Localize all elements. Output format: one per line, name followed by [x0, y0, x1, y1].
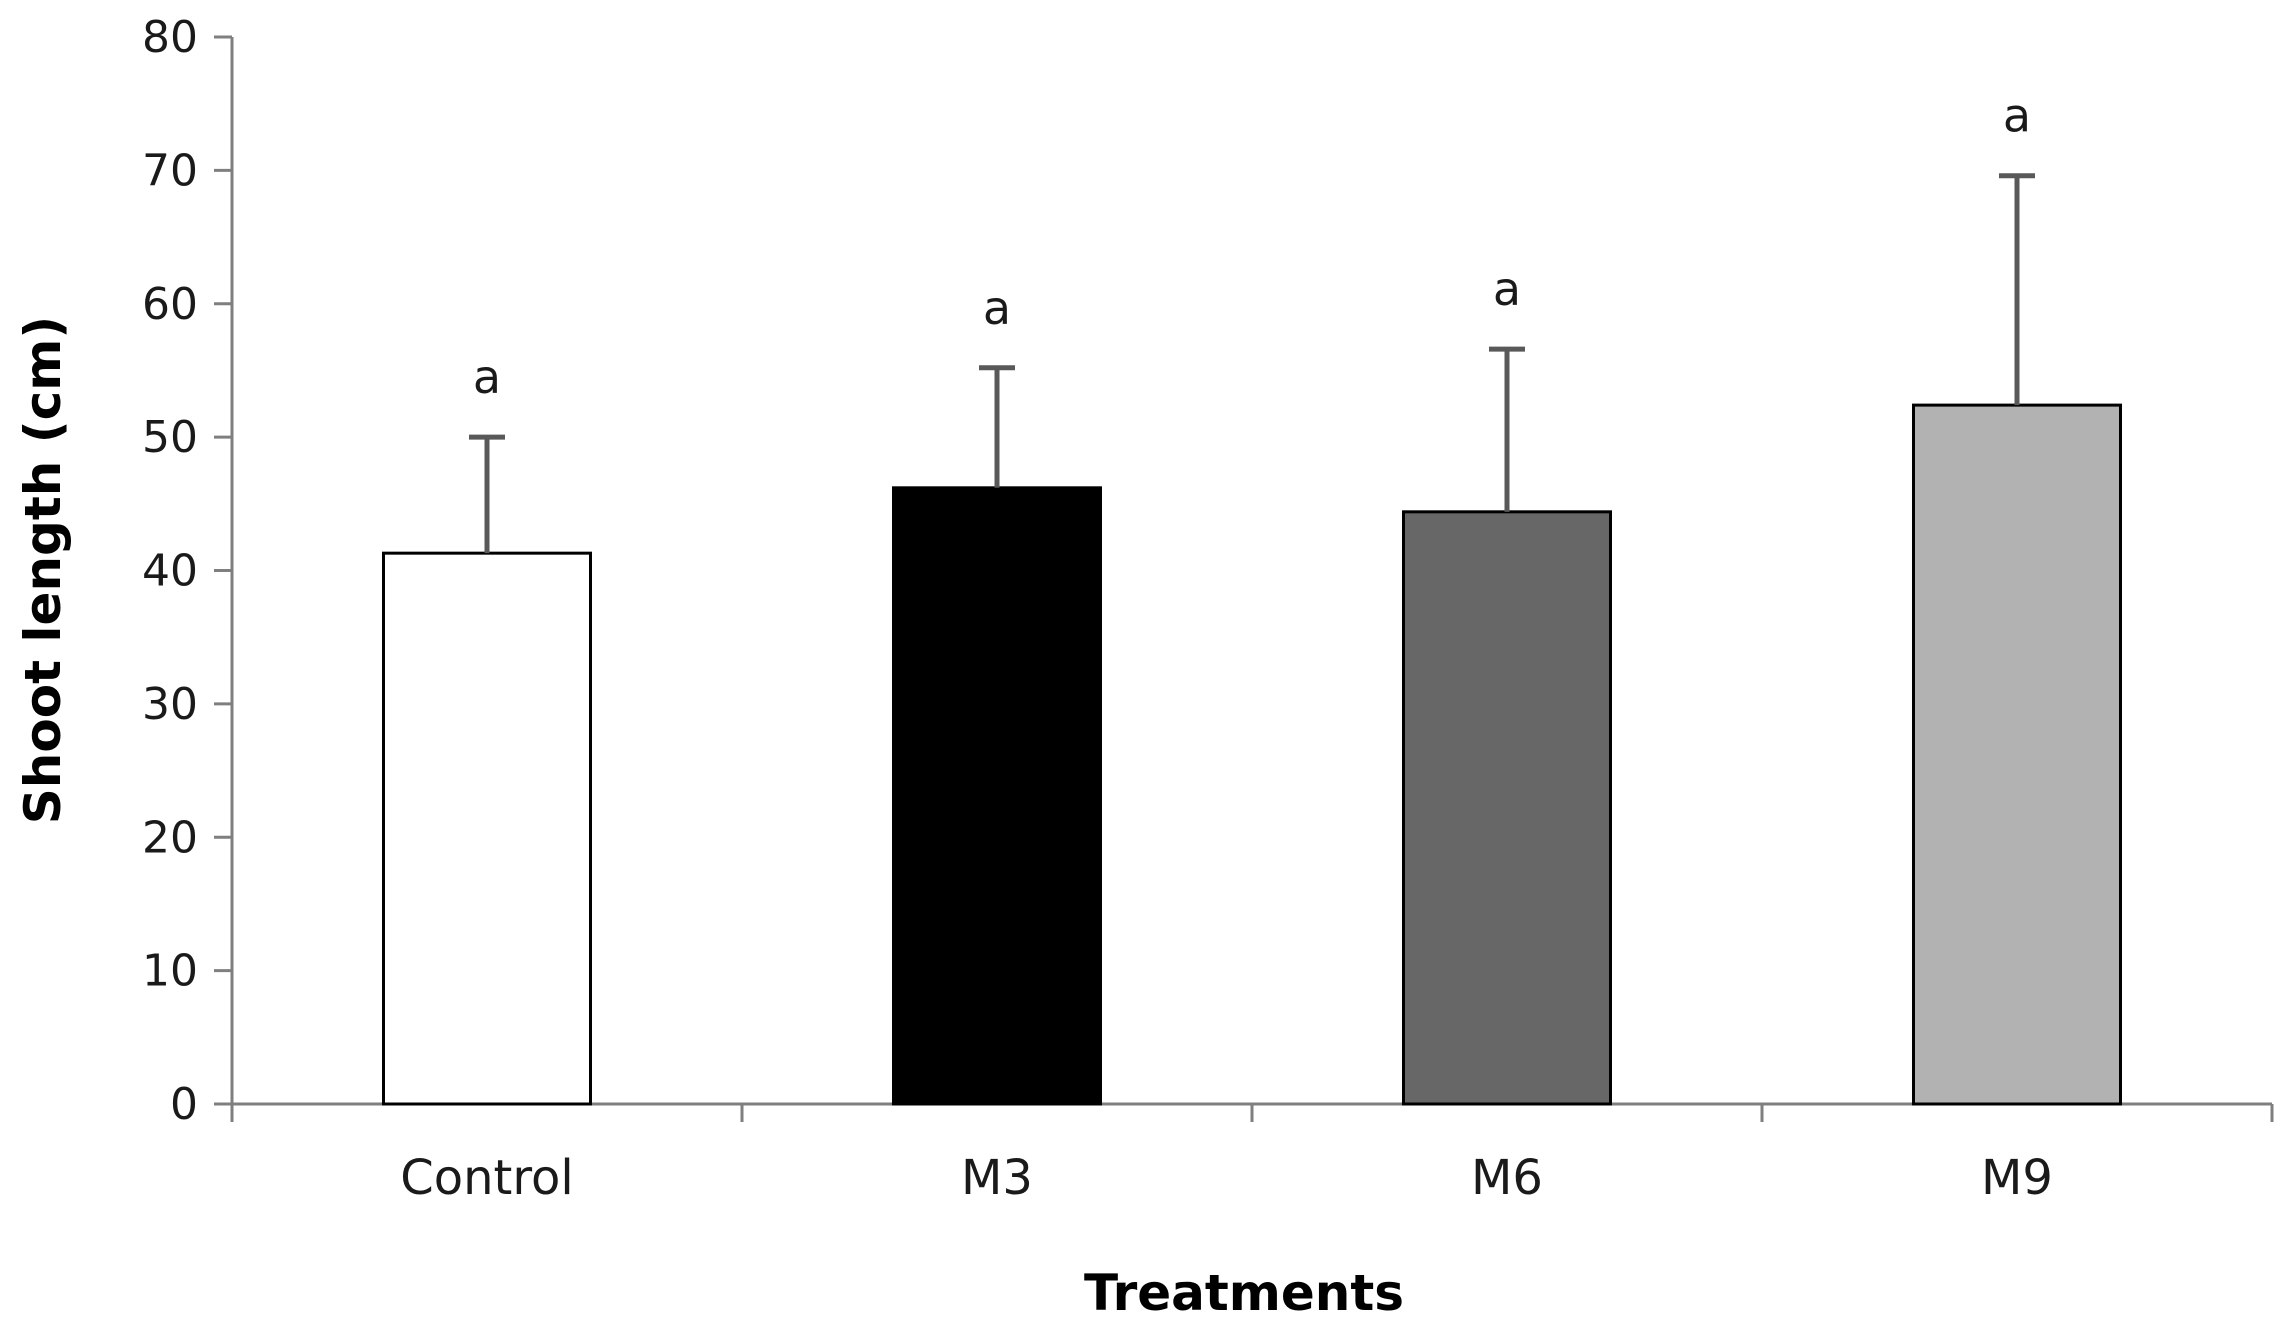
y-tick-label: 40: [142, 546, 198, 597]
y-tick-label: 0: [170, 1079, 198, 1130]
x-category-label: Control: [400, 1150, 574, 1206]
y-tick-label: 50: [142, 412, 198, 463]
category-labels: Control M3 M6 M9: [400, 1150, 2053, 1206]
significance-letter: a: [1493, 262, 1521, 316]
significance-letter: a: [473, 350, 501, 404]
x-axis: [230, 1102, 2274, 1122]
bar-m3: [892, 486, 1102, 1106]
y-tick-label: 20: [142, 812, 198, 863]
x-axis-title: Treatments: [1084, 1264, 1404, 1322]
x-category-label: M9: [1981, 1150, 2053, 1206]
bar-control: [382, 551, 592, 1106]
y-tick-label: 70: [142, 145, 198, 196]
bars: [382, 403, 2122, 1106]
error-bars: [469, 173, 2035, 554]
significance-letter: a: [983, 281, 1011, 335]
x-category-label: M6: [1471, 1150, 1543, 1206]
y-axis: 0 10 20 30 40 50 60 70 80: [142, 12, 234, 1130]
y-axis-title: Shoot length (cm): [14, 316, 72, 824]
y-tick-label: 30: [142, 679, 198, 730]
y-tick-label: 60: [142, 279, 198, 330]
bar-m9: [1912, 403, 2122, 1106]
y-tick-label: 80: [142, 12, 198, 63]
significance-letter: a: [2003, 89, 2031, 143]
x-category-label: M3: [961, 1150, 1033, 1206]
significance-letters: a a a a: [473, 89, 2031, 404]
y-tick-label: 10: [142, 946, 198, 997]
bar-m6: [1402, 510, 1612, 1106]
